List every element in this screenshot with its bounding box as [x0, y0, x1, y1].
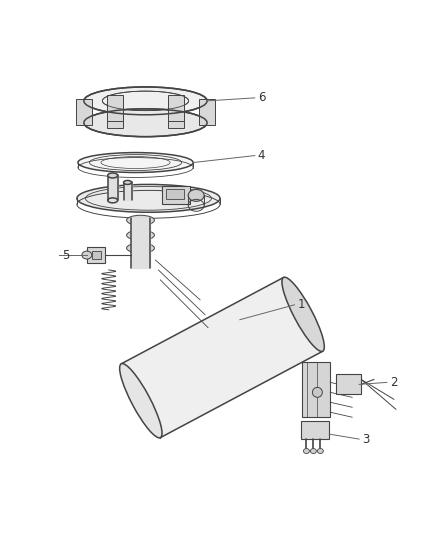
FancyBboxPatch shape: [107, 95, 123, 121]
Ellipse shape: [304, 449, 309, 454]
Ellipse shape: [84, 109, 207, 136]
Ellipse shape: [127, 243, 155, 253]
Ellipse shape: [120, 364, 162, 438]
Polygon shape: [124, 182, 131, 200]
FancyBboxPatch shape: [166, 189, 184, 199]
FancyBboxPatch shape: [336, 375, 361, 394]
Text: 4: 4: [258, 149, 265, 162]
Ellipse shape: [108, 173, 118, 178]
FancyBboxPatch shape: [107, 102, 123, 128]
FancyBboxPatch shape: [303, 362, 330, 417]
Text: 3: 3: [362, 433, 370, 446]
FancyBboxPatch shape: [168, 95, 184, 121]
Ellipse shape: [124, 181, 131, 184]
Ellipse shape: [84, 87, 207, 115]
Text: 1: 1: [297, 298, 305, 311]
Ellipse shape: [127, 215, 155, 225]
Text: 6: 6: [258, 91, 265, 104]
Polygon shape: [131, 218, 150, 268]
Ellipse shape: [78, 152, 193, 173]
FancyBboxPatch shape: [168, 102, 184, 128]
Ellipse shape: [82, 251, 92, 259]
Ellipse shape: [318, 449, 323, 454]
Polygon shape: [121, 278, 323, 438]
Ellipse shape: [282, 277, 325, 351]
FancyBboxPatch shape: [162, 187, 190, 204]
Ellipse shape: [127, 230, 155, 240]
Ellipse shape: [77, 184, 220, 212]
FancyBboxPatch shape: [87, 247, 105, 263]
Text: 5: 5: [62, 248, 69, 262]
Text: 2: 2: [390, 376, 397, 389]
Ellipse shape: [188, 189, 204, 201]
Ellipse shape: [311, 449, 316, 454]
FancyBboxPatch shape: [199, 99, 215, 125]
Ellipse shape: [312, 387, 322, 397]
Polygon shape: [108, 175, 118, 200]
FancyBboxPatch shape: [92, 251, 101, 259]
FancyBboxPatch shape: [301, 421, 329, 439]
FancyBboxPatch shape: [76, 99, 92, 125]
